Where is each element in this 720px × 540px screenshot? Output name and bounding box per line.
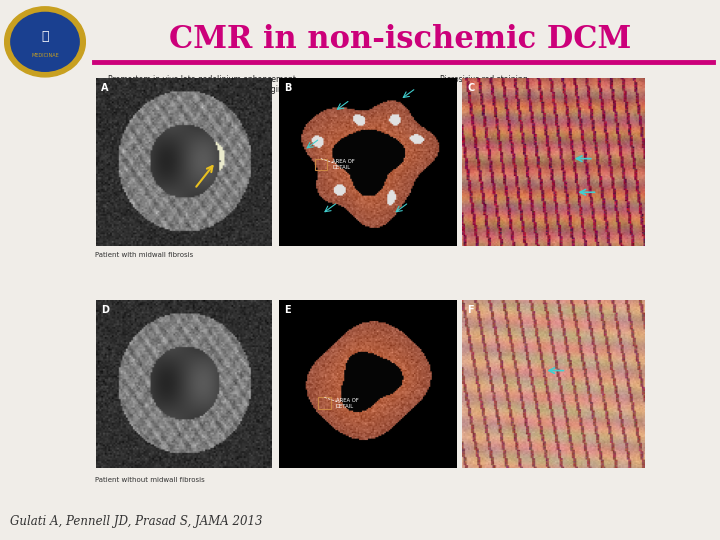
Ellipse shape xyxy=(4,7,86,77)
Text: CMR in non-ischemic DCM: CMR in non-ischemic DCM xyxy=(169,24,631,56)
Text: E: E xyxy=(284,305,291,315)
Text: AREA OF
DETAIL: AREA OF DETAIL xyxy=(333,159,355,170)
Text: Premortem in vivo late gadolinium enhancement
    cardiovascular magnetic resona: Premortem in vivo late gadolinium enhanc… xyxy=(108,75,296,94)
Text: Picrosirius red staining: Picrosirius red staining xyxy=(440,75,528,84)
Text: B: B xyxy=(284,83,292,93)
Text: C: C xyxy=(467,83,474,93)
Text: Patient without midwall fibrosis: Patient without midwall fibrosis xyxy=(95,477,204,483)
Ellipse shape xyxy=(11,12,79,71)
Text: Gulati A, Pennell JD, Prasad S, JAMA 2013: Gulati A, Pennell JD, Prasad S, JAMA 201… xyxy=(10,516,263,529)
Bar xyxy=(315,159,327,171)
Text: A: A xyxy=(102,83,109,93)
Text: D: D xyxy=(102,305,109,315)
Text: MEDICINAE: MEDICINAE xyxy=(31,53,59,58)
Bar xyxy=(318,397,330,409)
Text: AREA OF
DETAIL: AREA OF DETAIL xyxy=(336,398,359,409)
Text: 🏛: 🏛 xyxy=(41,30,49,43)
Text: F: F xyxy=(467,305,474,315)
Text: Patient with midwall fibrosis: Patient with midwall fibrosis xyxy=(95,252,193,258)
